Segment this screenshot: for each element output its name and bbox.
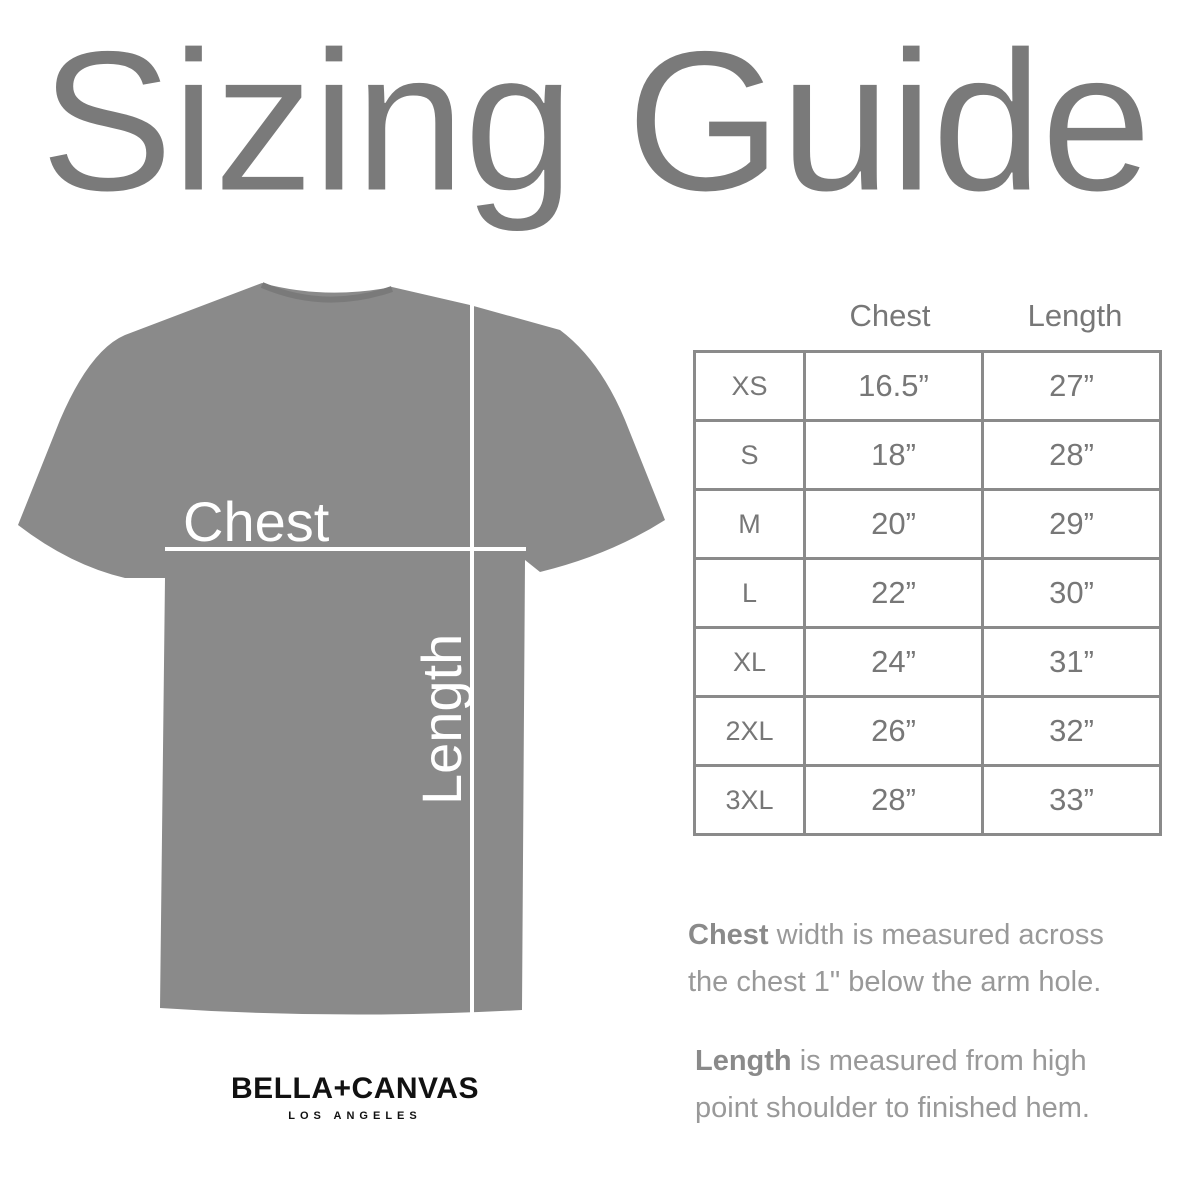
cell-chest: 20”	[803, 488, 984, 560]
cell-size: 3XL	[693, 764, 806, 836]
length-note: Length is measured from high point shoul…	[695, 1038, 1090, 1132]
table-row: M 20” 29”	[693, 488, 1162, 560]
tshirt-illustration	[18, 282, 665, 1015]
cell-length: 28”	[981, 419, 1162, 491]
length-label: Length	[410, 633, 473, 805]
size-table: XS 16.5” 27” S 18” 28” M 20” 29” L 22” 30” XL 24” 31” 2…	[693, 350, 1162, 836]
chest-note-line2: the chest 1" below the arm hole.	[688, 966, 1102, 998]
cell-length: 31”	[981, 626, 1162, 698]
cell-length: 32”	[981, 695, 1162, 767]
length-note-line1: is measured from high	[791, 1045, 1087, 1077]
brand-logo: BELLA+CANVAS LOS ANGELES	[200, 1072, 510, 1122]
cell-length: 33”	[981, 764, 1162, 836]
tshirt-body	[18, 283, 665, 1015]
cell-chest: 22”	[803, 557, 984, 629]
chest-label: Chest	[183, 490, 330, 553]
cell-chest: 28”	[803, 764, 984, 836]
table-row: XS 16.5” 27”	[693, 350, 1162, 422]
chest-note: Chest width is measured across the chest…	[688, 912, 1104, 1006]
cell-size: M	[693, 488, 806, 560]
cell-chest: 24”	[803, 626, 984, 698]
table-row: XL 24” 31”	[693, 626, 1162, 698]
cell-length: 27”	[981, 350, 1162, 422]
column-header-chest: Chest	[849, 298, 931, 333]
page-title: Sizing Guide	[40, 10, 1153, 233]
table-row: 2XL 26” 32”	[693, 695, 1162, 767]
cell-size: XL	[693, 626, 806, 698]
cell-size: L	[693, 557, 806, 629]
tshirt-collar	[260, 282, 393, 303]
cell-chest: 18”	[803, 419, 984, 491]
length-note-bold: Length	[695, 1045, 792, 1077]
cell-size: XS	[693, 350, 806, 422]
chest-note-bold: Chest	[688, 919, 769, 951]
cell-size: 2XL	[693, 695, 806, 767]
logo-city: LOS ANGELES	[288, 1110, 422, 1122]
length-note-line2: point shoulder to finished hem.	[695, 1092, 1090, 1124]
table-row: 3XL 28” 33”	[693, 764, 1162, 836]
logo-brand: BELLA+CANVAS	[231, 1072, 479, 1105]
table-row: S 18” 28”	[693, 419, 1162, 491]
column-header-length: Length	[1027, 298, 1123, 333]
chest-note-line1: width is measured across	[768, 919, 1104, 951]
cell-length: 30”	[981, 557, 1162, 629]
table-row: L 22” 30”	[693, 557, 1162, 629]
cell-chest: 26”	[803, 695, 984, 767]
cell-chest: 16.5”	[803, 350, 984, 422]
cell-length: 29”	[981, 488, 1162, 560]
cell-size: S	[693, 419, 806, 491]
